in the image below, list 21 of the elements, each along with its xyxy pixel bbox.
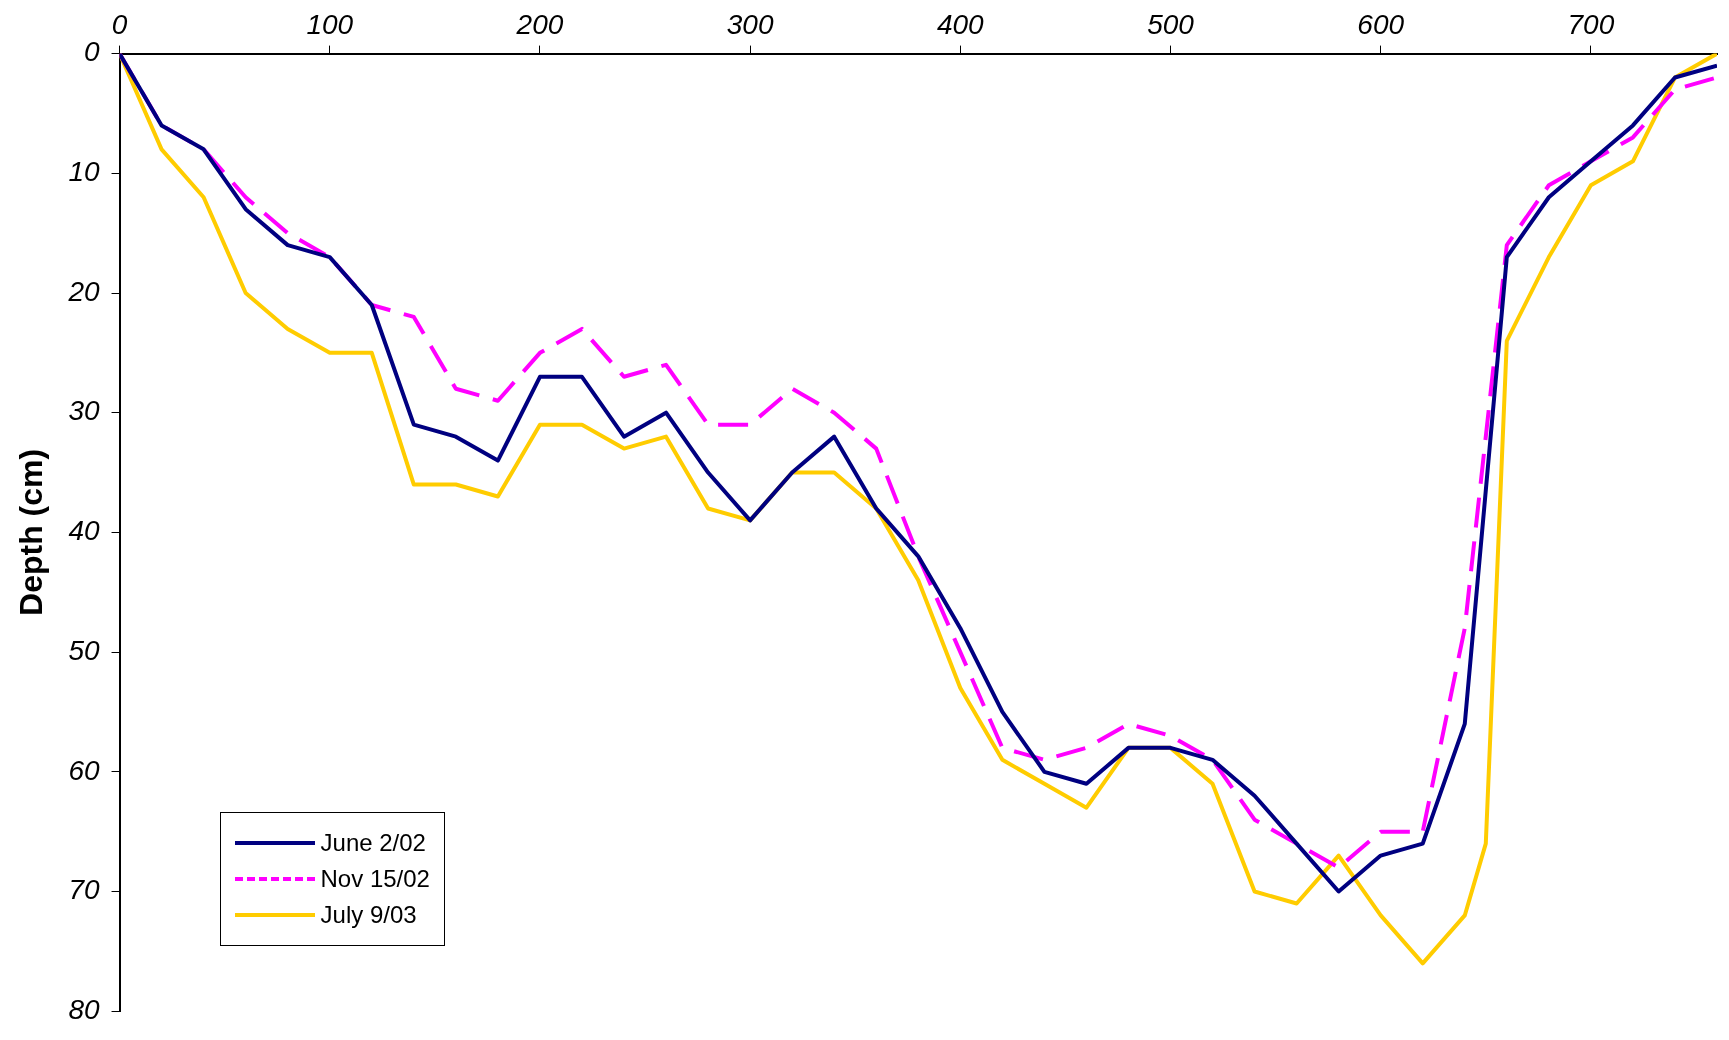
legend-label: July 9/03 [320, 901, 417, 930]
x-tick-label: 700 [1567, 8, 1615, 40]
y-tick-label: 60 [68, 754, 100, 786]
y-tick-label: 10 [68, 156, 100, 188]
x-tick-label: 200 [515, 8, 564, 40]
y-tick-label: 80 [68, 994, 100, 1025]
x-tick-label: 300 [726, 8, 774, 40]
y-tick-label: 70 [68, 874, 100, 906]
y-tick-label: 40 [68, 515, 100, 547]
y-tick-label: 50 [68, 634, 100, 666]
x-tick-label: 600 [1357, 8, 1405, 40]
legend-label: Nov 15/02 [320, 865, 430, 894]
legend-label: June 2/02 [320, 829, 426, 858]
y-tick-label: 20 [67, 275, 100, 307]
x-tick-label: 0 [111, 8, 128, 40]
y-axis-title: Depth (cm) [13, 448, 50, 616]
x-tick-label: 400 [936, 8, 985, 40]
x-tick-label: 500 [1147, 8, 1195, 40]
x-tick-label: 100 [306, 8, 354, 40]
y-tick-label: 30 [68, 395, 100, 427]
y-tick-label: 0 [83, 36, 100, 68]
